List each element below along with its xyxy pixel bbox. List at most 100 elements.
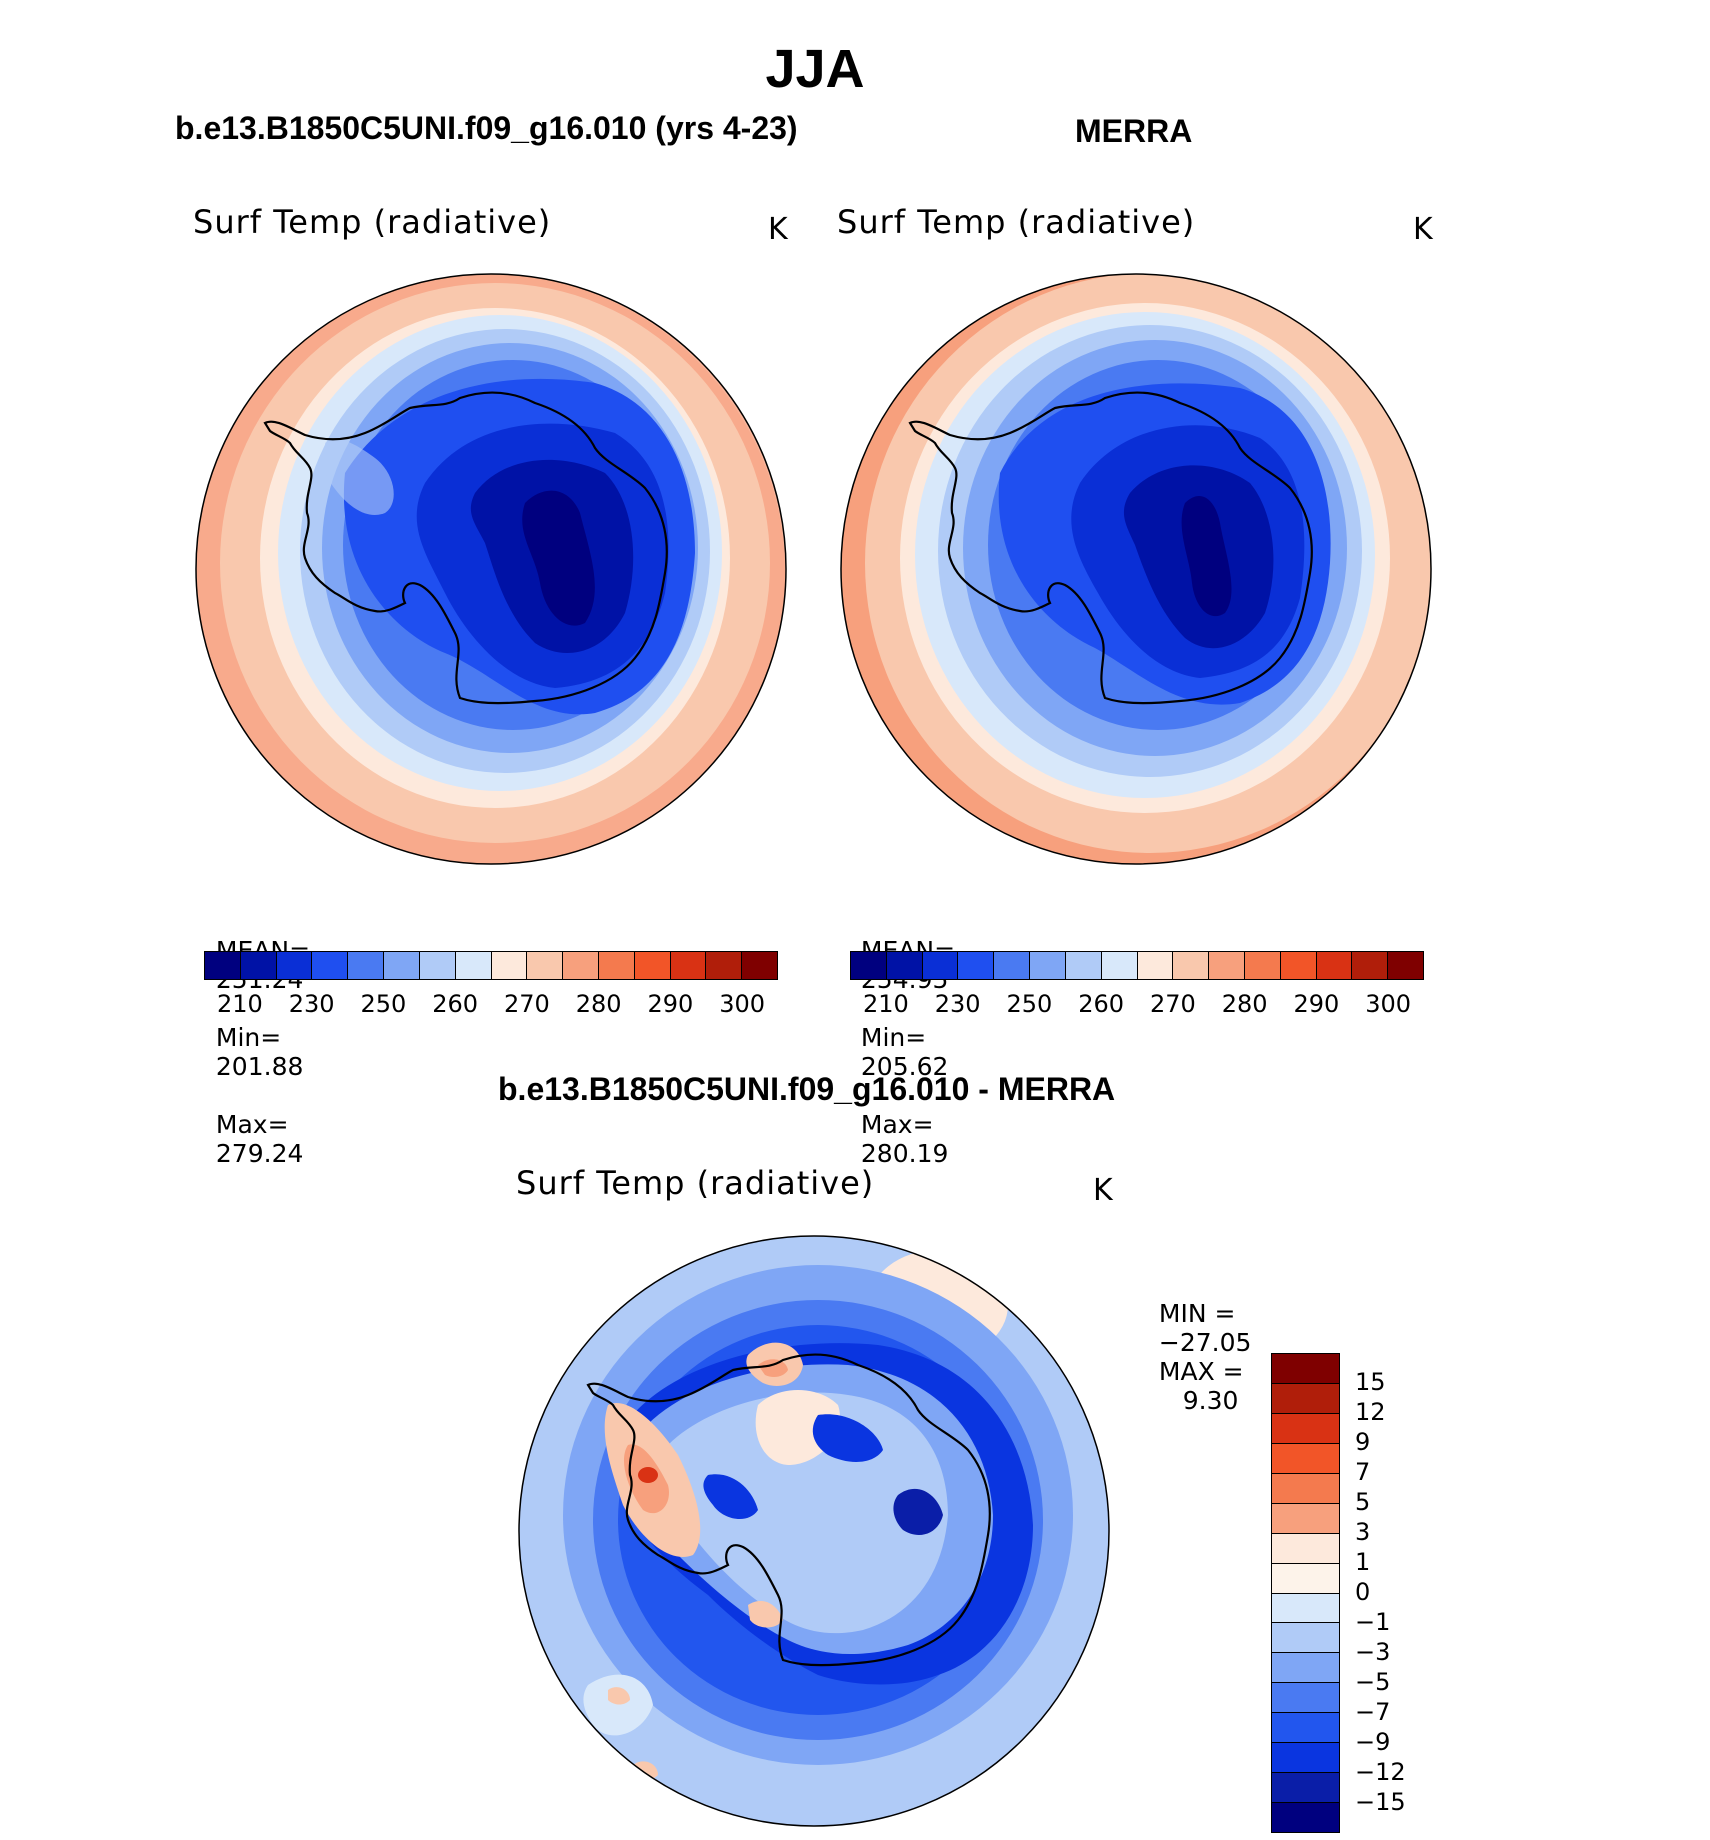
colorbar-swatch — [1272, 1653, 1339, 1684]
colorbar-right — [850, 951, 1424, 980]
colorbar-left — [204, 951, 778, 980]
colorbar-tick-label: 9 — [1355, 1428, 1371, 1456]
panel-left-stats: MEAN= 251.24 Min= 201.88 Max= 279.24 — [200, 907, 310, 1168]
colorbar-tick-label: 5 — [1355, 1488, 1371, 1516]
colorbar-tick-label: 0 — [1355, 1578, 1371, 1606]
colorbar-tick-label: 250 — [1006, 990, 1053, 1018]
colorbar-swatch — [527, 952, 564, 979]
page-title: JJA — [765, 39, 865, 99]
colorbar-swatch — [384, 952, 420, 979]
colorbar-tick-label: 230 — [288, 990, 335, 1018]
panel-right-variable: Surf Temp (radiative) — [837, 203, 1196, 241]
max-value: 279.24 — [215, 1139, 304, 1168]
colorbar-tick-label: 280 — [575, 990, 622, 1018]
colorbar-tick-label: −7 — [1355, 1698, 1391, 1726]
panel-right-units: K — [1413, 212, 1433, 247]
colorbar-swatch — [1272, 1803, 1339, 1832]
colorbar-tick-label: 270 — [1149, 990, 1196, 1018]
colorbar-swatch — [491, 952, 528, 979]
colorbar-tick-label: 250 — [360, 990, 407, 1018]
colorbar-swatch — [1352, 952, 1389, 979]
diff-max-label: MAX = — [1158, 1357, 1244, 1386]
colorbar-swatch — [1272, 1683, 1339, 1714]
max-label: Max= — [215, 1110, 289, 1139]
colorbar-swatch — [1065, 952, 1102, 979]
colorbar-swatch — [1137, 952, 1174, 979]
colorbar-tick-label: −12 — [1355, 1758, 1406, 1786]
colorbar-swatch — [1316, 952, 1353, 979]
colorbar-tick-label: 280 — [1221, 990, 1268, 1018]
colorbar-tick-label: 270 — [503, 990, 550, 1018]
colorbar-swatch — [1272, 1593, 1339, 1624]
diff-min-label: MIN = — [1158, 1299, 1236, 1328]
colorbar-swatch — [598, 952, 635, 979]
colorbar-swatch — [670, 952, 707, 979]
colorbar-swatch — [851, 952, 887, 979]
colorbar-tick-label: 210 — [216, 990, 263, 1018]
panel-right-stats: MEAN= 254.95 Min= 205.62 Max= 280.19 — [845, 907, 955, 1168]
diff-max-value: 9.30 — [1182, 1386, 1239, 1415]
max-label: Max= — [860, 1110, 934, 1139]
diff-panel-units: K — [1093, 1173, 1113, 1208]
colorbar-swatch — [1280, 952, 1317, 979]
colorbar-tick-label: 1 — [1355, 1548, 1371, 1576]
colorbar-tick-label: 3 — [1355, 1518, 1371, 1546]
colorbar-swatch — [1030, 952, 1066, 979]
diff-panel-variable: Surf Temp (radiative) — [516, 1164, 875, 1202]
colorbar-swatch — [1388, 952, 1423, 979]
colorbar-tick-label: 7 — [1355, 1458, 1371, 1486]
colorbar-swatch — [1272, 1503, 1339, 1534]
colorbar-tick-label: −15 — [1355, 1788, 1406, 1816]
colorbar-swatch — [742, 952, 777, 979]
colorbar-swatch — [922, 952, 959, 979]
colorbar-tick-label: 260 — [1078, 990, 1125, 1018]
colorbar-tick-label: 300 — [719, 990, 766, 1018]
colorbar-swatch — [1272, 1563, 1339, 1594]
colorbar-tick-label: 210 — [862, 990, 909, 1018]
colorbar-swatch — [1272, 1413, 1339, 1444]
colorbar-swatch — [1244, 952, 1281, 979]
min-value: 201.88 — [215, 1052, 304, 1081]
colorbar-swatch — [1272, 1713, 1339, 1744]
colorbar-swatch — [276, 952, 313, 979]
colorbar-swatch — [1173, 952, 1210, 979]
min-label: Min= — [215, 1023, 282, 1052]
colorbar-swatch — [563, 952, 599, 979]
colorbar-tick-label: 260 — [432, 990, 479, 1018]
diff-panel-header: b.e13.B1850C5UNI.f09_g16.010 - MERRA — [498, 1071, 1116, 1107]
colorbar-swatch — [634, 952, 671, 979]
colorbar-swatch — [240, 952, 277, 979]
panel-left-units: K — [768, 212, 788, 247]
panel-left-header: b.e13.B1850C5UNI.f09_g16.010 (yrs 4-23) — [175, 110, 798, 146]
max-value: 280.19 — [860, 1139, 949, 1168]
colorbar-swatch — [1209, 952, 1245, 979]
colorbar-tick-label: 290 — [1293, 990, 1340, 1018]
colorbar-swatch — [1272, 1743, 1339, 1774]
colorbar-left-labels: 210 230 250 260 270 280 290 300 — [204, 990, 778, 1020]
colorbar-tick-label: −1 — [1355, 1608, 1391, 1636]
min-label: Min= — [860, 1023, 927, 1052]
map-left-model — [195, 273, 787, 865]
colorbar-tick-label: 300 — [1365, 990, 1412, 1018]
colorbar-tick-label: 12 — [1355, 1398, 1386, 1426]
colorbar-swatch — [1272, 1354, 1339, 1384]
colorbar-swatch — [1101, 952, 1138, 979]
colorbar-difference — [1271, 1353, 1340, 1833]
map-difference — [518, 1235, 1110, 1827]
map-right-merra — [840, 273, 1432, 865]
min-value: 205.62 — [860, 1052, 949, 1081]
colorbar-tick-label: −3 — [1355, 1638, 1391, 1666]
colorbar-tick-label: 290 — [647, 990, 694, 1018]
panel-left-variable: Surf Temp (radiative) — [193, 203, 552, 241]
diff-minmax: MIN = −27.05 MAX = 9.30 — [1143, 1270, 1252, 1415]
panel-right-header: MERRA — [1075, 113, 1193, 149]
colorbar-swatch — [958, 952, 995, 979]
diff-min-value: −27.05 — [1158, 1328, 1252, 1357]
colorbar-swatch — [994, 952, 1031, 979]
colorbar-swatch — [706, 952, 743, 979]
colorbar-difference-labels: 15 12 9 7 5 3 1 0 −1 −3 −5 −7 −9 −12 −15 — [1355, 1353, 1435, 1833]
colorbar-tick-label: 15 — [1355, 1368, 1386, 1396]
colorbar-swatch — [312, 952, 349, 979]
colorbar-swatch — [205, 952, 241, 979]
colorbar-swatch — [419, 952, 456, 979]
